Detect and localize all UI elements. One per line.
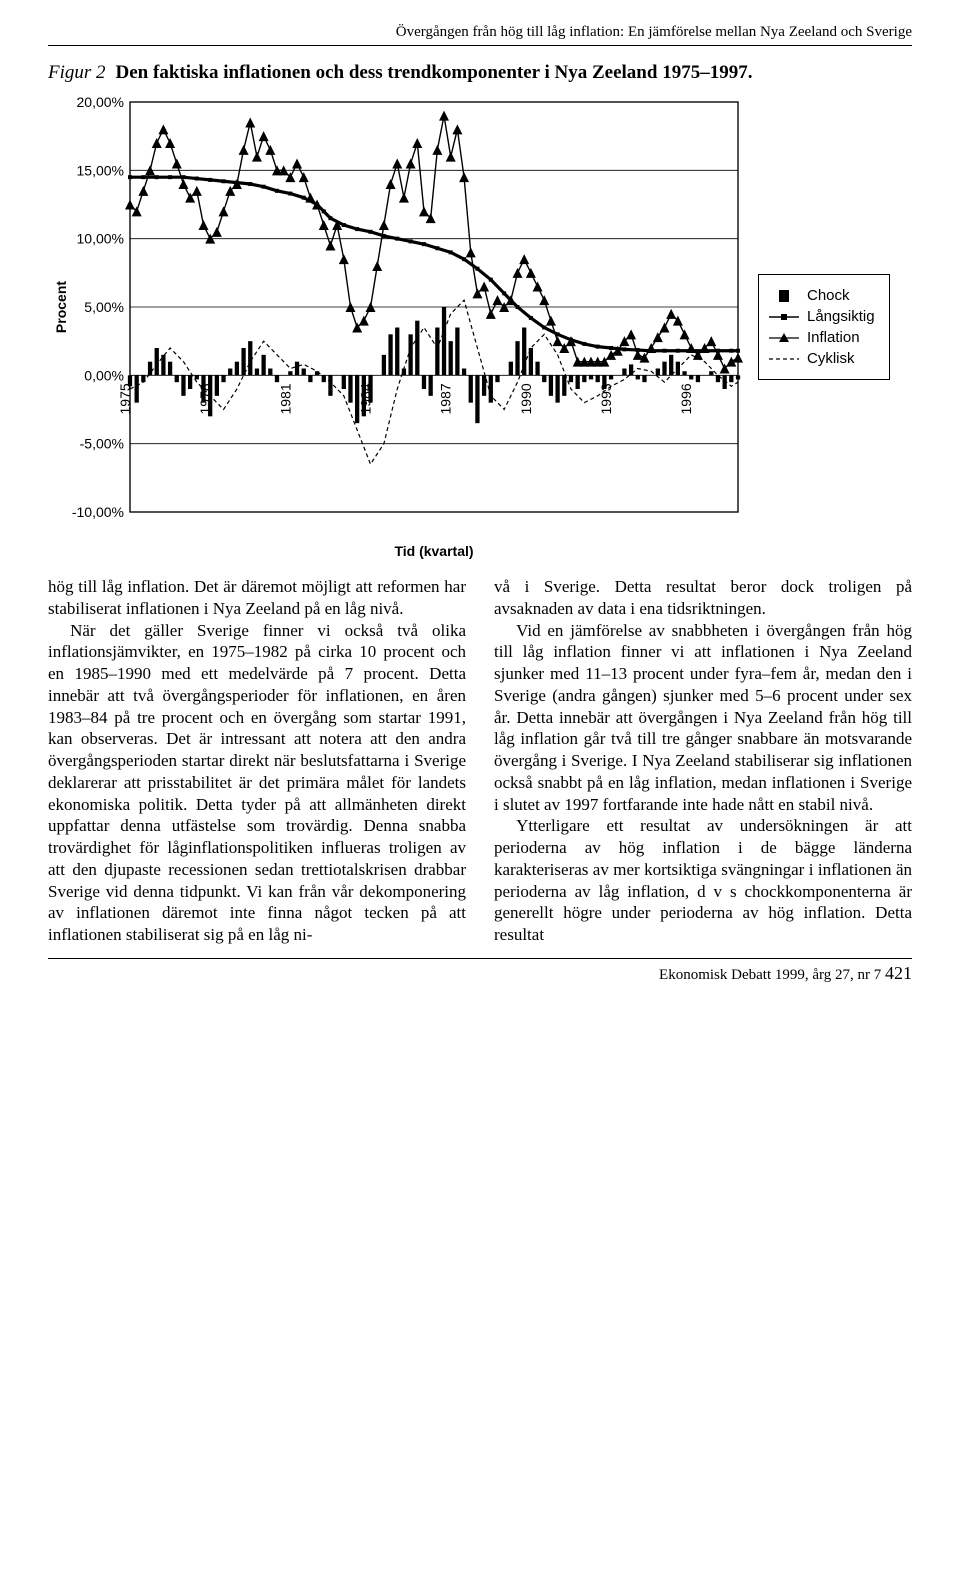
legend-label-chock: Chock xyxy=(807,287,850,304)
legend-swatch-inflation xyxy=(769,332,799,344)
legend-item-cyklisk: Cyklisk xyxy=(769,350,875,367)
para-1: hög till låg inflation. Det är däremot m… xyxy=(48,576,466,620)
figure-caption: Figur 2 Den faktiska inflationen och des… xyxy=(48,62,912,84)
svg-text:0,00%: 0,00% xyxy=(84,367,124,383)
legend-swatch-cyklisk xyxy=(769,353,799,365)
legend-label-cyklisk: Cyklisk xyxy=(807,350,855,367)
svg-text:1981: 1981 xyxy=(277,383,293,414)
chart-legend: Chock Långsiktig Inflation Cyklisk xyxy=(758,274,890,380)
svg-text:1987: 1987 xyxy=(438,383,454,414)
svg-text:-5,00%: -5,00% xyxy=(80,436,124,452)
inflation-chart: -10,00% -5,00% 0,00% 5,00% 10,00% 15,00% 20,00… xyxy=(48,92,748,562)
legend-label-langsiktig: Långsiktig xyxy=(807,308,875,325)
legend-item-inflation: Inflation xyxy=(769,329,875,346)
svg-text:1990: 1990 xyxy=(518,383,534,414)
legend-item-langsiktig: Långsiktig xyxy=(769,308,875,325)
body-text: hög till låg inflation. Det är däremot m… xyxy=(48,576,912,946)
legend-label-inflation: Inflation xyxy=(807,329,860,346)
running-head: Övergången från hög till låg inflation: … xyxy=(48,24,912,46)
svg-text:10,00%: 10,00% xyxy=(77,231,124,247)
figure-label: Figur 2 xyxy=(48,62,106,84)
legend-swatch-langsiktig xyxy=(769,311,799,323)
svg-text:20,00%: 20,00% xyxy=(77,94,124,110)
page-footer: Ekonomisk Debatt 1999, årg 27, nr 7 421 xyxy=(48,958,912,984)
svg-text:1996: 1996 xyxy=(678,383,694,414)
svg-text:Tid (kvartal): Tid (kvartal) xyxy=(394,543,473,559)
svg-text:5,00%: 5,00% xyxy=(84,299,124,315)
svg-text:Procent: Procent xyxy=(53,281,69,333)
legend-swatch-chock xyxy=(769,290,799,302)
figure-caption-text: Den faktiska inflationen och dess trendk… xyxy=(116,62,753,84)
para-2: När det gäller Sverige finner vi också t… xyxy=(48,620,466,946)
footer-page: 421 xyxy=(885,963,912,983)
svg-text:-10,00%: -10,00% xyxy=(72,504,124,520)
footer-journal: Ekonomisk Debatt 1999, årg 27, nr 7 xyxy=(659,967,881,983)
svg-text:15,00%: 15,00% xyxy=(77,162,124,178)
para-4: Vid en jämförelse av snabbheten i övergå… xyxy=(494,620,912,816)
legend-item-chock: Chock xyxy=(769,287,875,304)
para-3: vå i Sverige. Detta resultat beror dock … xyxy=(494,576,912,620)
para-5: Ytterligare ett resultat av undersökning… xyxy=(494,815,912,946)
